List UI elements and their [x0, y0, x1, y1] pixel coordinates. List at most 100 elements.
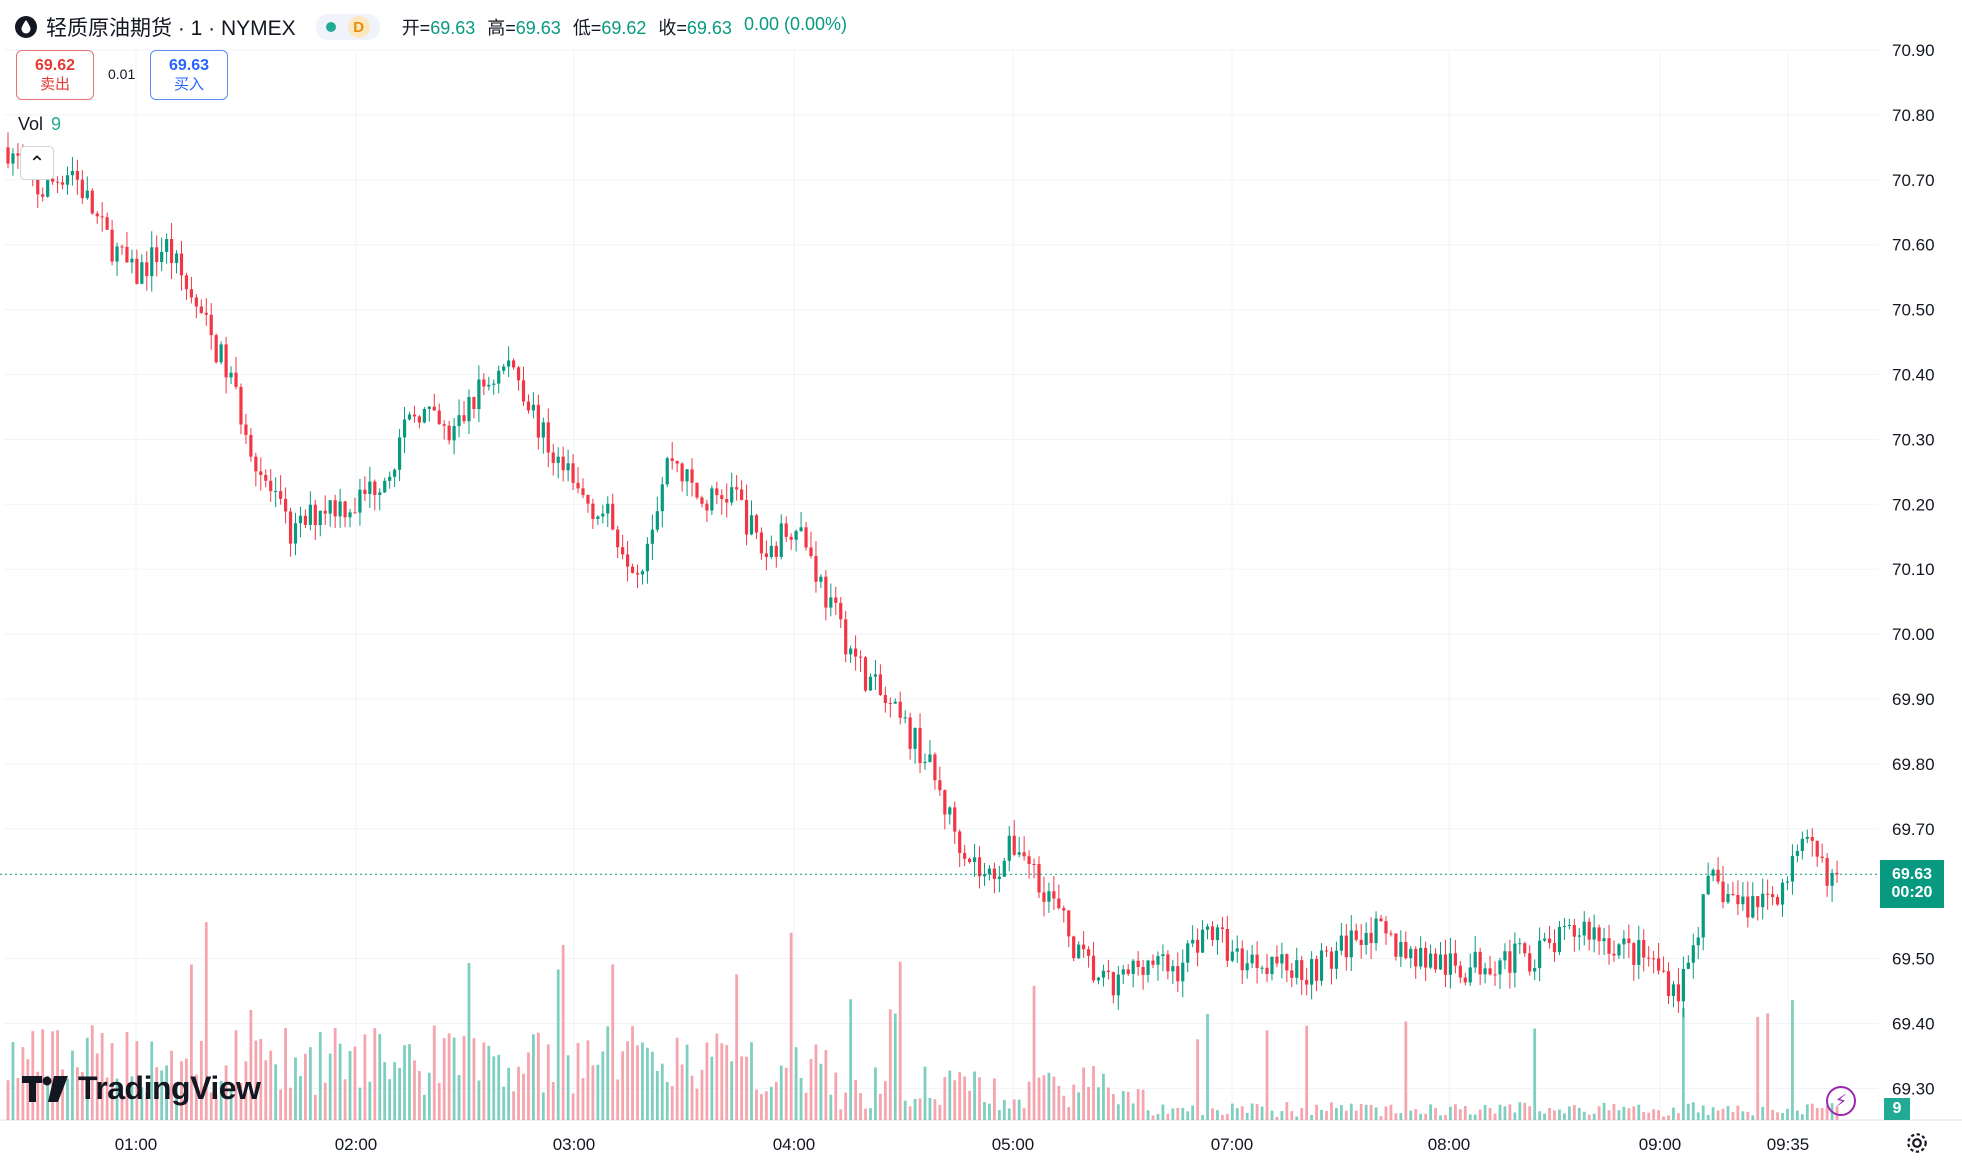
candle-body — [184, 275, 189, 290]
volume-bar — [1032, 985, 1036, 1120]
candle-body — [1780, 882, 1785, 905]
candle-body — [625, 554, 630, 567]
volume-bar — [1632, 1106, 1636, 1120]
volume-bar — [284, 1028, 287, 1120]
volume-bar — [1131, 1103, 1135, 1120]
volume-bar — [1067, 1106, 1071, 1120]
volume-bar — [1339, 1105, 1343, 1120]
volume-bar — [66, 1078, 69, 1120]
volume-bar — [1280, 1111, 1284, 1120]
candle-body — [1652, 958, 1656, 960]
buy-button[interactable]: 69.63 买入 — [150, 50, 228, 100]
gear-icon[interactable] — [1904, 1130, 1930, 1156]
volume-bar — [1082, 1067, 1086, 1120]
volume-bar — [353, 1046, 357, 1120]
candle-body — [1518, 943, 1522, 945]
candle-body — [789, 536, 793, 540]
volume-bar — [1642, 1111, 1646, 1120]
price-axis[interactable]: 70.90 70.80 70.70 70.60 70.50 70.40 70.30 70.20… — [1892, 41, 1935, 1098]
candle-body — [155, 247, 159, 263]
candle-body — [313, 504, 317, 526]
candle-body — [1572, 925, 1576, 937]
volume-bar — [1097, 1087, 1100, 1120]
candle-body — [1042, 892, 1046, 902]
candle-body — [1116, 974, 1120, 996]
candle-body — [462, 415, 466, 422]
candle-body — [1414, 948, 1418, 967]
volume-bar — [1335, 1107, 1338, 1120]
candle-body — [234, 372, 238, 387]
volume-bar — [611, 964, 615, 1120]
candle-body — [903, 717, 907, 719]
volume-bar — [1012, 1099, 1016, 1120]
volume-bar — [1582, 1111, 1586, 1120]
volume-bar — [422, 1094, 426, 1120]
volume-bar — [1706, 1114, 1710, 1120]
candle-body — [145, 262, 149, 277]
candle-body — [437, 410, 441, 425]
volume-bar — [1116, 1104, 1120, 1120]
volume-bar — [328, 1053, 332, 1120]
volume-bar — [333, 1028, 337, 1120]
candle-body — [566, 463, 570, 471]
candle-body — [863, 657, 868, 691]
volume-bar — [462, 1035, 466, 1120]
candle-body — [343, 501, 347, 518]
volume-bar — [1275, 1116, 1279, 1120]
time-axis[interactable]: 01:00 02:00 03:00 04:00 05:00 07:00 08:00 09:00… — [115, 1135, 1810, 1154]
volume-bar — [1686, 1103, 1690, 1120]
volume-bar — [398, 1067, 401, 1120]
volume-bar — [477, 1080, 481, 1120]
volume-bar — [978, 1077, 981, 1120]
candle-body — [269, 480, 273, 492]
candle-body — [516, 367, 521, 381]
candle-body — [487, 384, 491, 387]
volume-bar — [591, 1065, 595, 1120]
volume-bar — [155, 1067, 159, 1120]
last-price-tag: 69.63 00:20 — [1880, 860, 1944, 909]
candle-body — [1141, 966, 1145, 975]
candle-body — [1265, 967, 1269, 975]
candle-body — [536, 404, 540, 438]
volume-bar — [784, 1067, 788, 1120]
market-status[interactable]: D — [315, 14, 380, 40]
volume-bar — [1151, 1115, 1155, 1120]
volume-bar — [209, 1092, 213, 1120]
volume-bar — [175, 1085, 178, 1120]
candle-body — [1800, 838, 1804, 852]
volume-bar — [1657, 1110, 1660, 1120]
volume-bar — [804, 1092, 808, 1120]
volume-bar — [1478, 1109, 1482, 1120]
volume-bar — [1077, 1092, 1081, 1120]
candle-body — [1369, 932, 1373, 944]
candle-body — [551, 452, 555, 463]
volume-bar — [373, 1028, 377, 1120]
candle-body — [997, 876, 1001, 880]
market-open-dot — [325, 22, 336, 32]
candle-body — [1176, 966, 1180, 982]
candle-body — [977, 857, 982, 877]
volume-bar — [1221, 1114, 1224, 1120]
volume-bar — [1483, 1104, 1487, 1120]
candle-body — [695, 482, 699, 498]
volume-bar — [928, 1097, 932, 1120]
volume-bar — [1191, 1105, 1195, 1120]
collapse-legend-button[interactable]: ⌃ — [20, 146, 54, 180]
volume-bar — [541, 1092, 545, 1120]
tradingview-logo[interactable]: TradingView — [22, 1070, 261, 1107]
candle-body — [769, 545, 773, 558]
volume-bar — [1662, 1116, 1665, 1120]
volume-bar — [997, 1109, 1001, 1120]
candle-body — [943, 790, 947, 815]
volume-bar — [71, 1050, 74, 1120]
candle-body — [1483, 968, 1487, 975]
lightning-icon[interactable]: ⚡ — [1826, 1086, 1856, 1116]
symbol-title[interactable]: 轻质原油期货 · 1 · NYMEX — [46, 17, 296, 40]
volume-bar — [408, 1044, 411, 1120]
volume-bar — [1240, 1106, 1244, 1120]
volume-legend[interactable]: Vol 9 — [18, 114, 61, 135]
volume-bar — [710, 1056, 714, 1120]
candle-body — [1533, 968, 1537, 972]
sell-button[interactable]: 69.62 卖出 — [16, 50, 94, 100]
